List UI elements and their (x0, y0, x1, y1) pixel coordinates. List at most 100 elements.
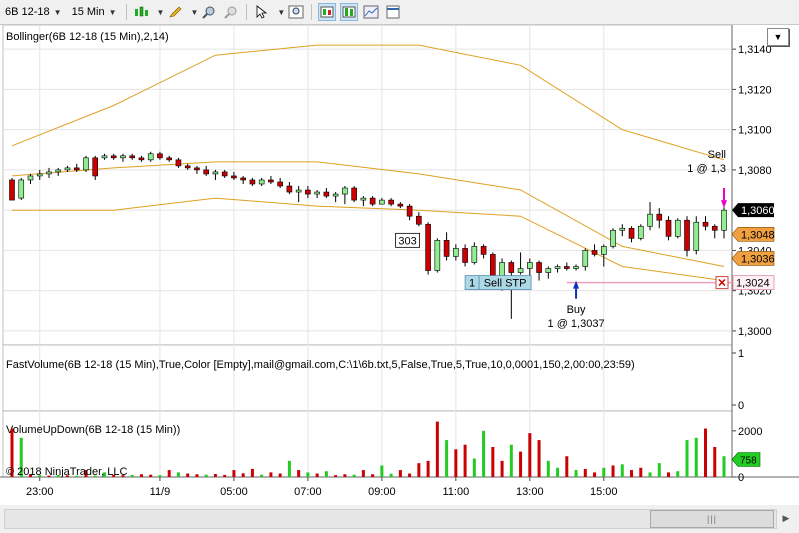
strategies-icon[interactable] (340, 3, 359, 21)
volume-bar (620, 464, 624, 477)
scroll-right-icon[interactable]: ▶ (782, 512, 790, 523)
volume-bar (482, 430, 486, 477)
pointer-cursor-icon[interactable] (253, 3, 271, 21)
candle (674, 219, 681, 237)
sell-stop-qty-label: 1 (469, 278, 475, 290)
volume-bar (509, 444, 513, 477)
candle (27, 175, 34, 181)
candle (406, 205, 413, 217)
volume-bar (223, 474, 227, 477)
bollinger-middle-band (11, 161, 725, 267)
candle (434, 240, 441, 271)
order-price-marker (731, 251, 775, 266)
y-tick-label: 1,3100 (738, 125, 772, 137)
candle (36, 173, 43, 177)
y-tick-label: 1,3120 (738, 84, 772, 96)
volume-bar (685, 440, 689, 477)
fastvolume-panel (2, 344, 733, 412)
volume-bar (28, 474, 32, 477)
candle (462, 248, 468, 263)
volume-bar (260, 474, 264, 477)
candle (647, 213, 653, 227)
candle (120, 155, 126, 159)
chart-properties-icon[interactable] (362, 3, 380, 21)
volume-bar (408, 473, 412, 477)
candle (684, 219, 690, 251)
indicators-icon[interactable] (318, 3, 337, 21)
data-box-icon[interactable] (384, 3, 402, 21)
chart-canvas[interactable]: 23:00 11/9 05:00 07:00 09:00 11:00 13:00 15:00 1… (0, 25, 799, 505)
volume-bar (713, 447, 717, 477)
y-tick-label: 0 (738, 472, 744, 484)
pencil-drawing-icon[interactable] (166, 3, 184, 21)
volume-bar (371, 474, 375, 477)
volume-bar (102, 472, 106, 477)
zoom-out-icon[interactable] (222, 3, 240, 21)
volume-bar (297, 470, 301, 477)
instrument-label: 6B 12-18 (5, 6, 50, 18)
volume-bar (121, 475, 125, 477)
candle (369, 197, 376, 205)
candle (637, 225, 644, 239)
candle (166, 157, 172, 161)
candle (101, 155, 108, 159)
volume-bar (417, 463, 421, 477)
candle (443, 240, 450, 257)
candle (9, 179, 15, 201)
volume-bar (593, 472, 597, 477)
volume-bar (500, 460, 504, 477)
magnifier-icon[interactable] (287, 3, 305, 21)
volume-bar (93, 475, 97, 477)
bar-tag-label: 303 (398, 235, 416, 247)
candlestick-style-icon[interactable] (133, 3, 151, 21)
horizontal-scrollbar[interactable]: ||| ▶ (0, 505, 799, 533)
sell-stop-order-label: Sell STP (484, 278, 527, 290)
volume-bar (667, 472, 671, 477)
current-price-marker (732, 203, 774, 218)
scrollbar-thumb[interactable]: ||| (650, 510, 774, 528)
candle (508, 262, 515, 273)
x-tick-label: 13:00 (516, 486, 544, 498)
candle (157, 153, 163, 159)
candle (18, 179, 25, 199)
x-tick-label: 23:00 (26, 486, 54, 498)
chevron-down-icon: ▼ (108, 7, 117, 17)
chevron-down-icon[interactable]: ▼ (277, 7, 286, 17)
order-price-marker (731, 227, 775, 242)
chart-menu-dropdown-button[interactable]: ▼ (767, 28, 789, 46)
x-tick-label: 05:00 (220, 486, 248, 498)
sell-stop-order-box (478, 275, 532, 291)
candle (591, 250, 598, 255)
volume-bar (565, 456, 569, 477)
x-tick-label: 09:00 (368, 486, 396, 498)
candle (702, 221, 709, 227)
candle (628, 227, 635, 239)
candle (129, 155, 136, 159)
chevron-down-icon[interactable]: ▼ (156, 7, 165, 17)
candle (610, 229, 616, 247)
scrollbar-track[interactable] (4, 509, 777, 529)
volume-bar (241, 473, 245, 477)
volume-bar (676, 471, 680, 477)
y-tick-label: 2000 (738, 426, 762, 438)
bollinger-upper-band (11, 44, 725, 161)
candle (711, 225, 718, 231)
y-tick-label: 1 (738, 348, 744, 360)
candle (471, 246, 478, 263)
candle (332, 193, 339, 197)
interval-selector[interactable]: 15 Min ▼ (67, 3, 122, 21)
candle (73, 167, 80, 171)
candle (480, 246, 487, 255)
volume-bar (112, 474, 116, 477)
order-price-label: 1,3036 (741, 253, 775, 265)
y-tick-label: 0 (738, 400, 744, 412)
volume-bar (343, 474, 347, 477)
toolbar-divider (246, 4, 248, 20)
candle (138, 157, 145, 161)
instrument-selector[interactable]: 6B 12-18 ▼ (0, 3, 67, 21)
chevron-down-icon[interactable]: ▼ (190, 7, 199, 17)
volume-bar (546, 460, 550, 477)
zoom-in-icon[interactable] (200, 3, 218, 21)
candle (499, 262, 505, 277)
volume-bar (287, 460, 291, 477)
